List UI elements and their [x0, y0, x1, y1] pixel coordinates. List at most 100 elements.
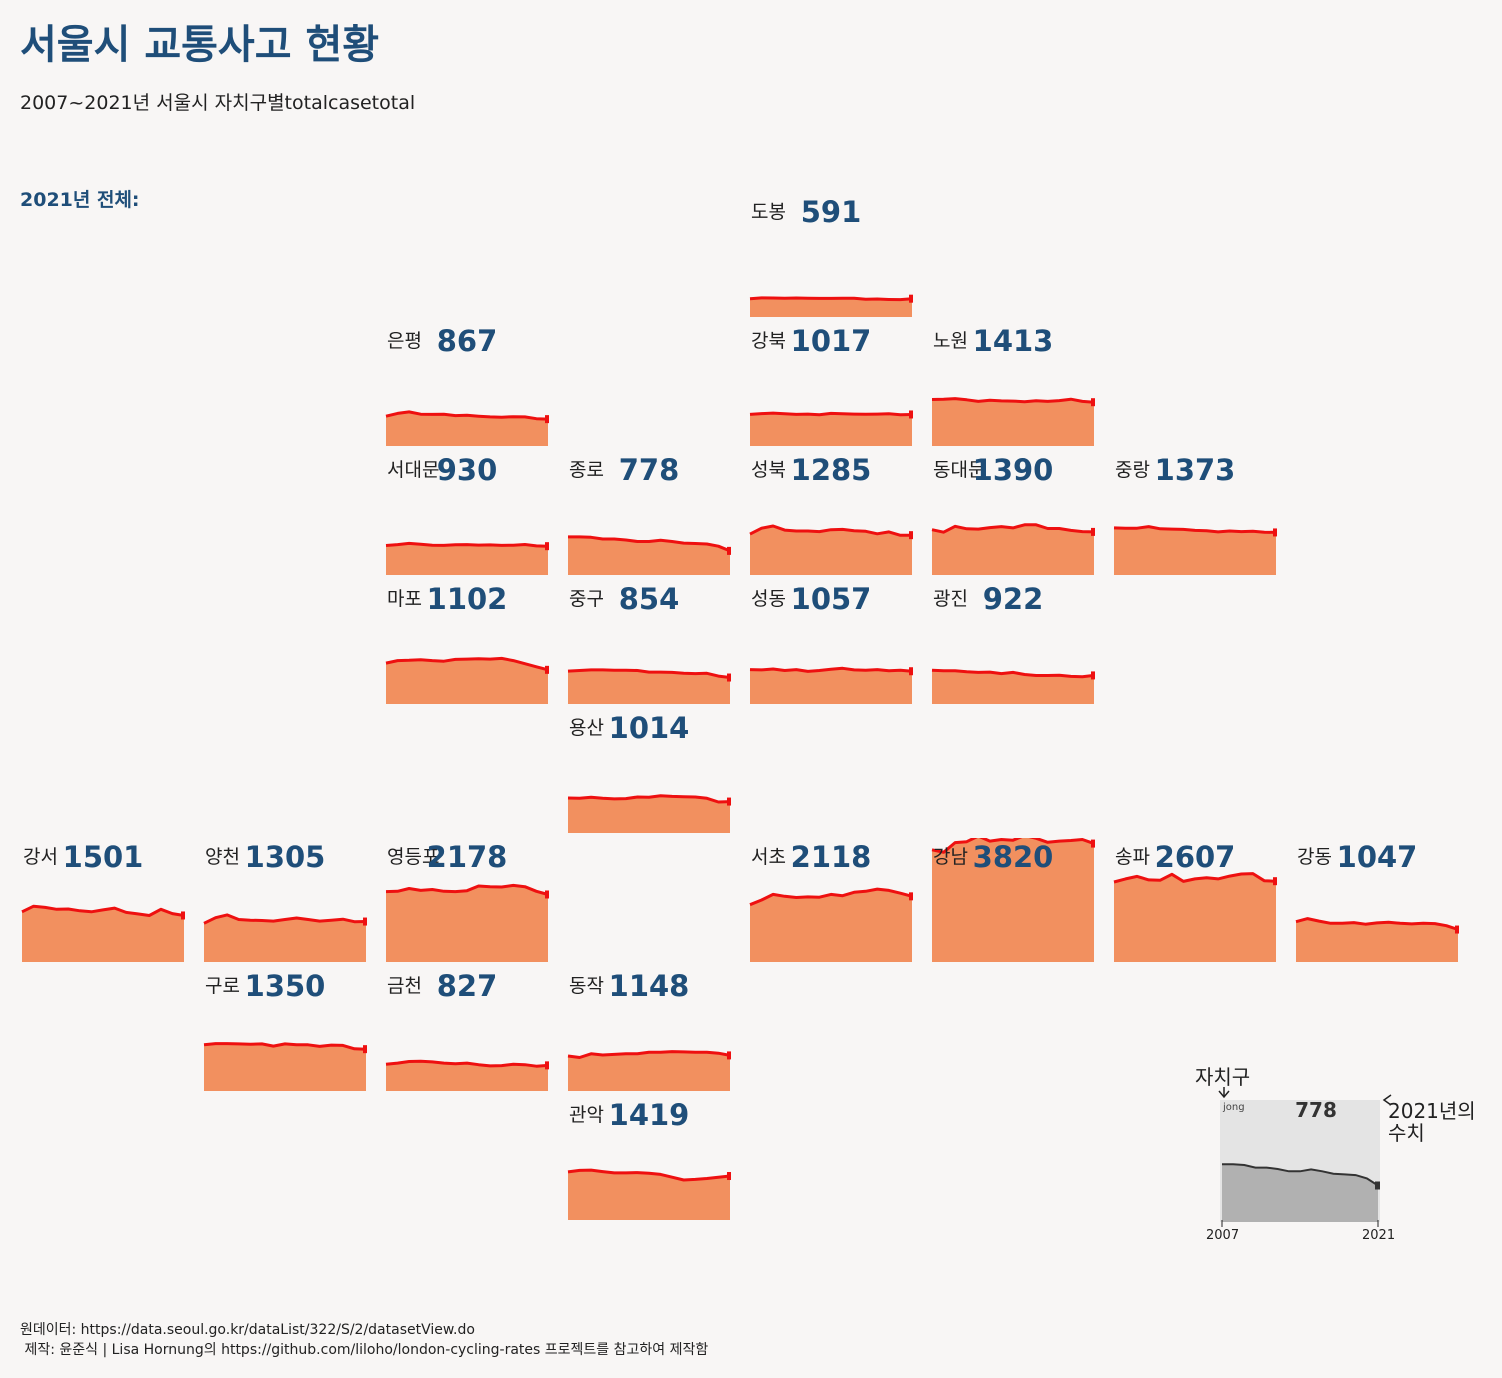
district-area-chart — [931, 838, 1095, 962]
district-name: 동작 — [569, 975, 604, 997]
legend-x-end: 2021 — [1362, 1228, 1396, 1243]
district-area — [1114, 526, 1276, 575]
district-tile: 중구 854 — [567, 580, 731, 704]
district-tile: 성북 1285 — [749, 451, 913, 575]
district-tile: 영등포 2178 — [385, 838, 549, 962]
district-area — [568, 1051, 730, 1091]
district-name: 성북 — [751, 459, 786, 481]
district-area — [568, 1170, 730, 1220]
district-value: 778 — [618, 453, 680, 487]
district-end-marker — [545, 665, 549, 674]
district-area — [932, 670, 1094, 704]
district-value: 1148 — [608, 969, 690, 1003]
district-tile: 도봉 591 — [749, 193, 913, 317]
district-trend-line — [749, 524, 913, 537]
district-end-marker — [909, 294, 913, 303]
district-trend-line — [567, 1050, 731, 1059]
district-value: 1102 — [426, 582, 508, 616]
district-value: 1373 — [1154, 453, 1236, 487]
district-end-marker — [727, 546, 731, 555]
district-trend-line — [931, 397, 1095, 404]
district-end-marker — [545, 542, 549, 551]
legend-district-name: jong — [1222, 1102, 1245, 1113]
district-tile: 중랑 1373 — [1113, 451, 1277, 575]
district-trend-line — [1113, 525, 1277, 534]
district-area-chart — [385, 410, 549, 446]
district-name: 노원 — [933, 330, 968, 352]
district-area-chart — [568, 535, 731, 575]
district-area-chart — [931, 668, 1095, 704]
district-name: 동대문 — [933, 459, 986, 481]
district-tile: 은평 867 — [385, 322, 549, 446]
district-area — [932, 838, 1094, 962]
district-area — [750, 668, 912, 704]
district-area-chart — [931, 523, 1095, 575]
district-trend-line — [749, 887, 913, 907]
legend-value-label: 2021년의 수치 — [1388, 1099, 1476, 1145]
district-value: 1047 — [1336, 840, 1418, 874]
district-tile: 관악 1419 — [567, 1096, 731, 1220]
district-tile: 성동 1057 — [749, 580, 913, 704]
district-end-marker — [727, 1172, 731, 1181]
district-trend-line — [385, 883, 549, 896]
district-name: 종로 — [569, 459, 604, 481]
district-value: 1285 — [790, 453, 872, 487]
district-area — [204, 1043, 366, 1091]
district-area-chart — [567, 668, 731, 704]
district-name: 강북 — [751, 330, 786, 352]
legend-district-value: 778 — [1295, 1100, 1337, 1122]
district-area-chart — [385, 656, 549, 704]
district-area-chart — [1113, 525, 1277, 575]
district-value: 854 — [618, 582, 680, 616]
district-name: 도봉 — [751, 201, 786, 223]
district-value: 827 — [436, 969, 498, 1003]
district-area — [386, 411, 548, 446]
source-credits: 원데이터: https://data.seoul.go.kr/dataList/… — [20, 1320, 708, 1360]
legend-x-start: 2007 — [1206, 1228, 1240, 1243]
district-name: 성동 — [751, 588, 786, 610]
district-area-chart — [203, 913, 367, 962]
page-subtitle: 2007~2021년 서울시 자치구별totalcasetotal — [20, 92, 416, 114]
year-label: 2021년 전체: — [20, 189, 140, 211]
district-trend-line — [931, 523, 1095, 534]
district-name: 마포 — [387, 588, 422, 610]
district-end-marker — [545, 890, 549, 899]
district-trend-line — [385, 541, 549, 548]
district-trend-line — [203, 1042, 367, 1051]
district-name: 구로 — [205, 975, 240, 997]
district-area-chart — [21, 904, 185, 962]
district-end-marker — [1455, 925, 1459, 934]
district-tile: 송파 2607 — [1113, 838, 1277, 962]
district-name: 광진 — [933, 588, 968, 610]
district-name: 금천 — [387, 975, 422, 997]
district-value: 867 — [436, 324, 498, 358]
district-trend-line — [385, 1059, 549, 1068]
district-tile: 양천 1305 — [203, 838, 367, 962]
district-tile: 서대문 930 — [385, 451, 549, 575]
district-name: 강서 — [23, 846, 58, 868]
district-value: 1057 — [790, 582, 872, 616]
district-end-marker — [727, 797, 731, 806]
district-area — [932, 398, 1094, 446]
district-area-chart — [749, 524, 913, 575]
district-tile: 서초 2118 — [749, 838, 913, 962]
district-name: 영등포 — [387, 846, 440, 868]
legend-value-note: 2021년의 수치 — [1388, 1078, 1476, 1144]
district-end-marker — [181, 911, 185, 920]
district-end-marker — [363, 1045, 367, 1054]
district-tile: 노원 1413 — [931, 322, 1095, 446]
district-end-marker — [909, 667, 913, 676]
district-area-chart — [1113, 872, 1277, 962]
district-name: 송파 — [1115, 846, 1150, 868]
district-trend-line — [749, 411, 913, 417]
district-trend-line — [21, 904, 185, 917]
district-area-chart — [749, 294, 913, 317]
district-value: 1350 — [244, 969, 326, 1003]
district-end-marker — [1091, 839, 1095, 848]
district-end-marker — [363, 917, 367, 926]
district-value: 2607 — [1154, 840, 1236, 874]
district-value: 1390 — [972, 453, 1054, 487]
district-area-chart — [385, 541, 549, 575]
district-area — [1296, 918, 1458, 962]
district-trend-line — [568, 535, 731, 553]
